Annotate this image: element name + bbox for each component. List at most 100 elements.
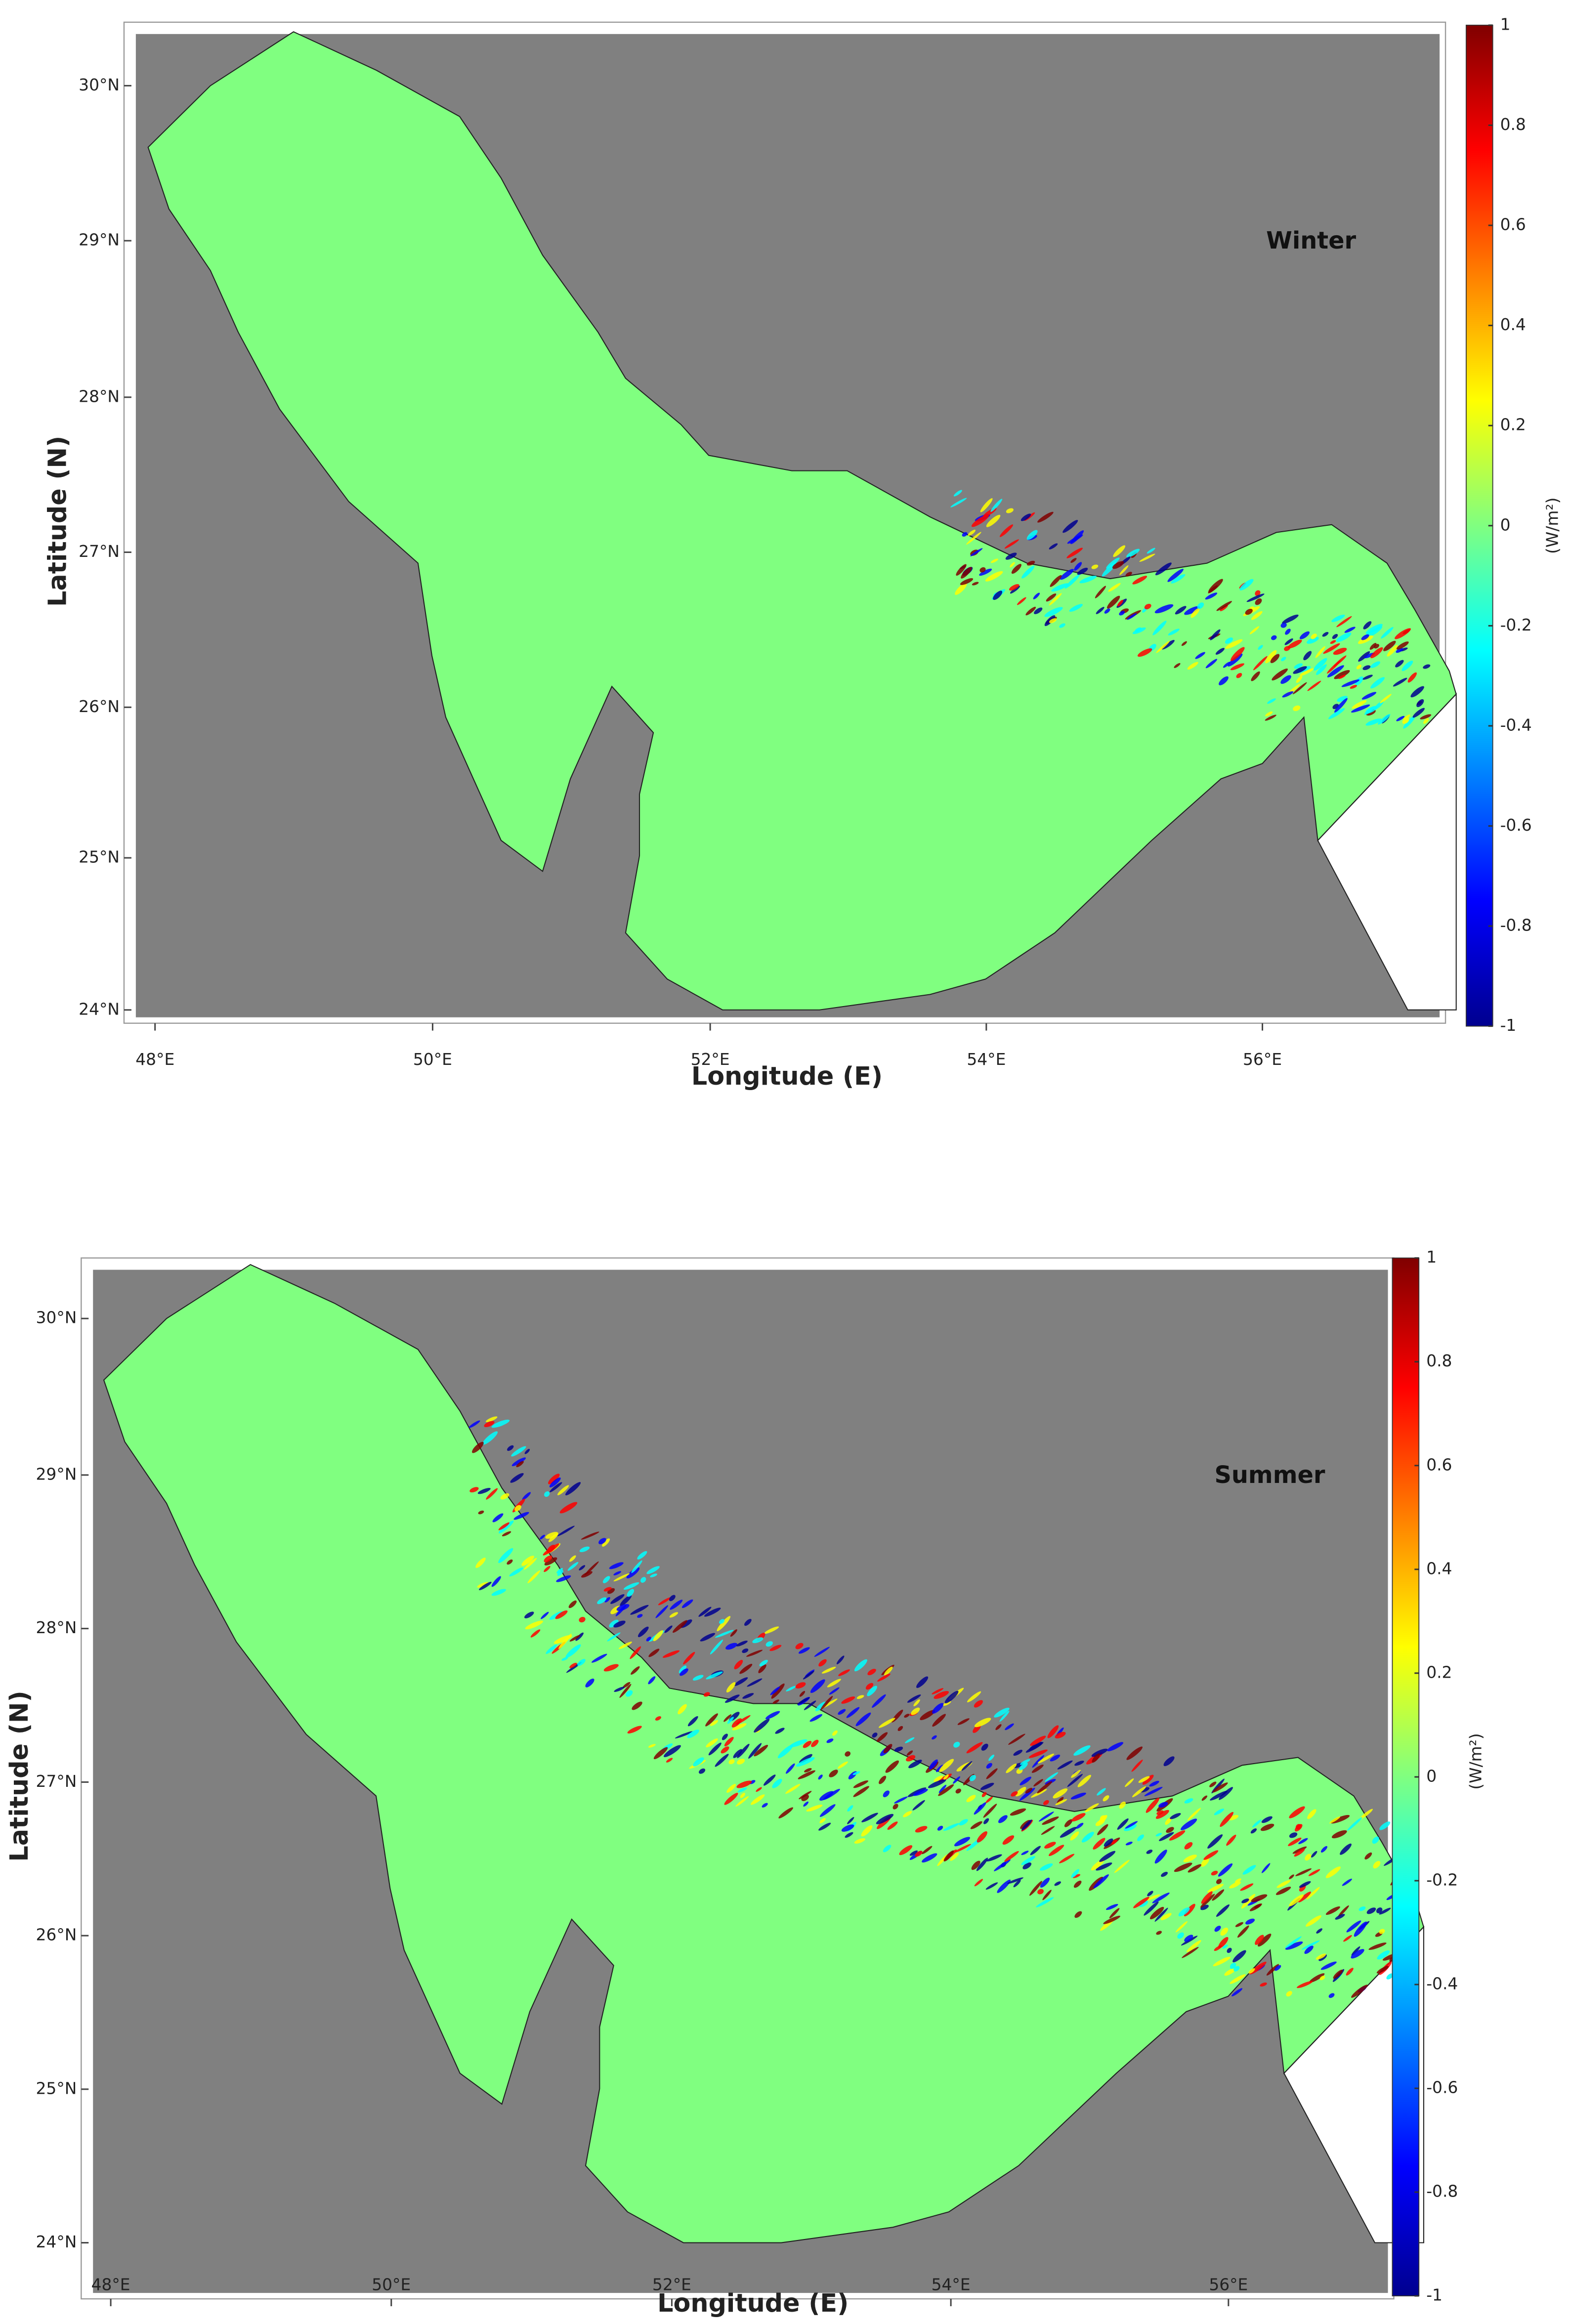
speckle xyxy=(1050,575,1062,587)
speckle xyxy=(823,1789,840,1800)
speckle xyxy=(1261,1816,1273,1823)
speckle xyxy=(932,1714,946,1727)
speckle xyxy=(1155,562,1172,576)
speckle xyxy=(786,1686,797,1691)
speckle xyxy=(789,1739,807,1747)
speckle xyxy=(1187,1808,1201,1821)
speckle xyxy=(1169,1830,1186,1841)
speckle xyxy=(1274,1965,1281,1971)
speckle xyxy=(1042,1890,1052,1901)
speckle xyxy=(877,1732,888,1742)
speckle xyxy=(705,1713,718,1727)
speckle xyxy=(479,1582,492,1591)
speckle xyxy=(1377,1950,1390,1960)
speckle xyxy=(922,1853,937,1863)
speckle xyxy=(915,1826,928,1833)
speckle xyxy=(730,1629,737,1637)
speckle xyxy=(943,1701,951,1706)
speckle xyxy=(1308,1869,1320,1876)
speckle xyxy=(475,1558,486,1568)
speckle xyxy=(887,1821,898,1830)
speckle xyxy=(1376,1966,1389,1974)
speckle xyxy=(976,1858,988,1871)
speckle xyxy=(1396,648,1403,653)
speckle xyxy=(1320,1961,1337,1970)
speckle xyxy=(1020,513,1031,521)
speckle xyxy=(1299,631,1310,639)
speckle xyxy=(1362,675,1373,680)
speckle xyxy=(932,1735,937,1740)
speckle xyxy=(1057,1760,1073,1770)
speckle xyxy=(770,1687,780,1695)
speckle xyxy=(1316,1928,1322,1934)
speckle xyxy=(1219,1787,1233,1800)
speckle xyxy=(841,1824,854,1832)
speckle xyxy=(1137,1834,1144,1841)
speckle xyxy=(1117,599,1123,607)
speckle xyxy=(970,548,983,556)
speckle xyxy=(1144,1901,1159,1916)
speckle xyxy=(670,1600,683,1610)
speckle xyxy=(1159,1832,1174,1841)
speckle xyxy=(1037,1753,1055,1764)
speckle xyxy=(1280,623,1287,628)
speckle xyxy=(1005,552,1017,560)
colorbar-tick-label: -0.2 xyxy=(1500,615,1532,634)
speckle xyxy=(1025,606,1036,616)
speckle xyxy=(1383,640,1396,651)
speckle xyxy=(734,1660,743,1670)
speckle xyxy=(1365,706,1378,714)
speckle xyxy=(581,1571,593,1578)
speckle xyxy=(1071,1869,1080,1878)
speckle xyxy=(1064,574,1080,589)
speckle xyxy=(897,1726,903,1732)
speckle xyxy=(1007,1877,1024,1884)
speckle xyxy=(986,1854,1002,1861)
speckle xyxy=(1240,1883,1254,1891)
speckle xyxy=(557,1525,575,1536)
speckle xyxy=(516,1461,524,1468)
speckle xyxy=(1022,1862,1032,1869)
speckle xyxy=(491,1589,507,1596)
speckle xyxy=(943,1823,960,1831)
speckle xyxy=(977,1831,988,1843)
speckle xyxy=(1287,639,1302,649)
lat-tick-label: 25°N xyxy=(36,2078,77,2098)
speckle xyxy=(765,1641,773,1647)
speckle xyxy=(1200,1894,1215,1908)
speckle xyxy=(1019,1787,1035,1801)
lat-tick-label: 28°N xyxy=(36,1618,77,1637)
speckle xyxy=(1042,1816,1059,1825)
speckle xyxy=(877,1673,891,1682)
speckle xyxy=(777,1744,793,1759)
speckle xyxy=(1293,705,1301,711)
speckle xyxy=(1208,579,1223,593)
speckle xyxy=(967,1691,981,1702)
speckle xyxy=(1099,1815,1107,1823)
speckle xyxy=(735,1796,749,1807)
speckle xyxy=(847,1805,853,1812)
speckle xyxy=(1154,1907,1168,1922)
speckle xyxy=(1049,618,1057,624)
speckle xyxy=(1126,549,1140,557)
speckle xyxy=(1220,1812,1234,1827)
lat-tick-label: 27°N xyxy=(36,1772,77,1791)
speckle xyxy=(1361,692,1377,700)
lon-tick-label: 52°E xyxy=(652,2275,691,2294)
speckle xyxy=(1260,1982,1267,1987)
speckle xyxy=(1338,675,1346,679)
speckle xyxy=(1210,629,1221,640)
speckle xyxy=(937,1825,943,1831)
speckle xyxy=(1327,660,1341,674)
speckle xyxy=(938,1784,954,1796)
colorbar-tick-label: 0.2 xyxy=(1426,1662,1452,1682)
speckle xyxy=(1057,1797,1064,1804)
speckle xyxy=(1186,1940,1201,1952)
speckle xyxy=(1351,1949,1364,1959)
speckle xyxy=(1013,1880,1021,1888)
speckle xyxy=(966,1795,976,1802)
lat-tick-label: 30°N xyxy=(79,75,120,94)
speckle xyxy=(1325,1906,1340,1915)
speckle xyxy=(1329,1816,1340,1824)
speckle xyxy=(1368,1943,1387,1950)
